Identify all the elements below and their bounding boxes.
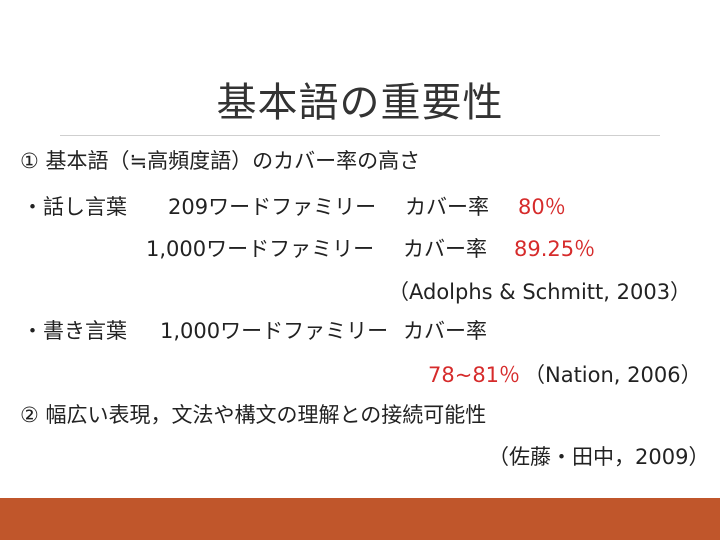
point2-citation: （佐藤・田中，2009） [488, 445, 710, 469]
spoken-row2-families: 1,000ワードファミリー [146, 237, 375, 261]
written-families: 1,000ワードファミリー [160, 319, 389, 343]
spoken-row1-families: 209ワードファミリー [168, 195, 377, 219]
spoken-row1-cover-label: カバー率 [405, 195, 489, 219]
title-divider [60, 135, 660, 136]
written-label: ・書き言葉 [22, 319, 127, 343]
spoken-row2-value: 89.25％ [514, 237, 596, 261]
spoken-row2-cover-label: カバー率 [403, 237, 487, 261]
written-value: 78~81％ [428, 363, 521, 387]
spoken-label: ・話し言葉 [22, 195, 127, 219]
slide-title: 基本語の重要性 [216, 80, 504, 126]
point1-heading: ① 基本語（≒高頻度語）のカバー率の高さ [20, 149, 421, 173]
written-citation: （Nation, 2006） [524, 363, 702, 387]
written-cover-label: カバー率 [403, 319, 487, 343]
point2-heading: ② 幅広い表現，文法や構文の理解との接続可能性 [20, 403, 487, 427]
accent-bottom-bar [0, 498, 720, 540]
spoken-row1-value: 80％ [518, 195, 566, 219]
spoken-citation: （Adolphs & Schmitt, 2003） [388, 280, 692, 304]
